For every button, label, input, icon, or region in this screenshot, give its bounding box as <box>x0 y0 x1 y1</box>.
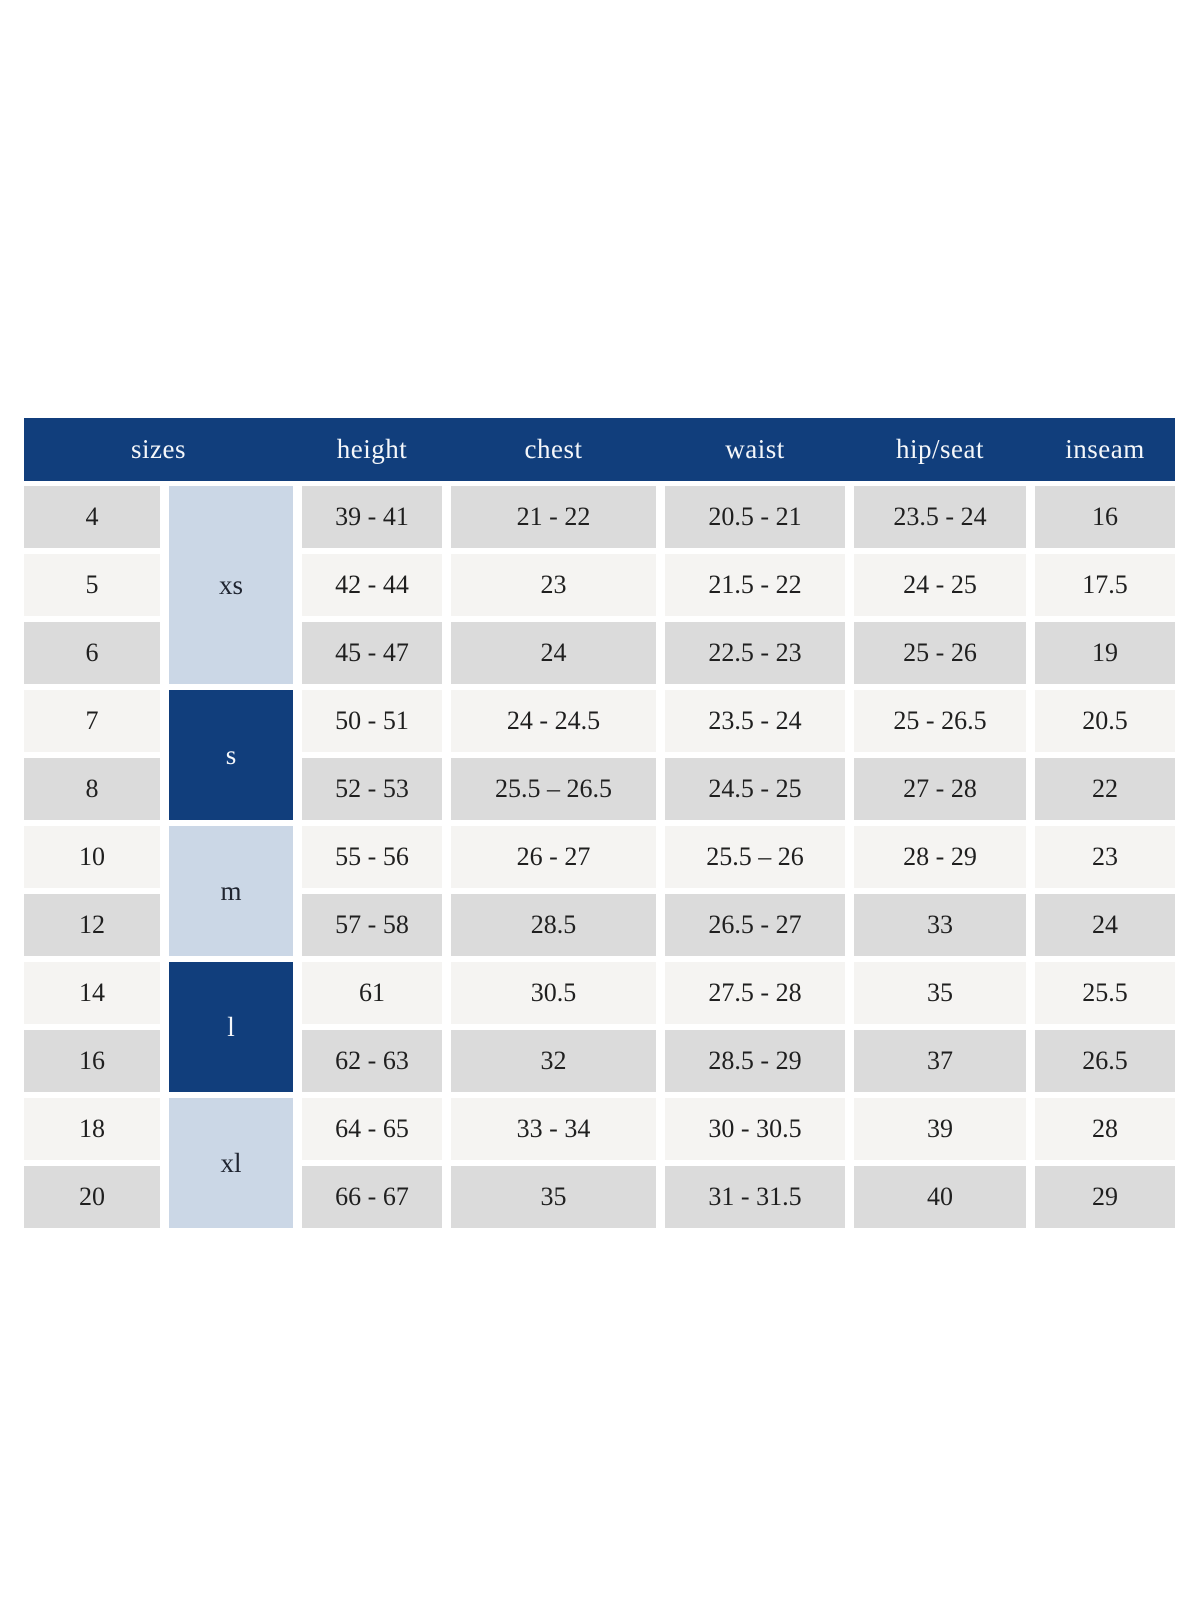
chest-cell: 33 - 34 <box>451 1098 656 1160</box>
hip-seat-cell: 25 - 26.5 <box>854 690 1026 752</box>
waist-cell: 26.5 - 27 <box>665 894 845 956</box>
waist-cell: 31 - 31.5 <box>665 1166 845 1228</box>
chest-cell: 24 <box>451 622 656 684</box>
size-cell: 5 <box>24 554 160 616</box>
chest-cell: 32 <box>451 1030 656 1092</box>
table-body: 4 39 - 41 21 - 22 20.5 - 21 23.5 - 24 16 5 42 -… <box>24 486 1175 1228</box>
chest-cell: 21 - 22 <box>451 486 656 548</box>
size-group-cell-s: s <box>169 690 293 820</box>
size-cell: 14 <box>24 962 160 1024</box>
column-header-sizes: sizes <box>131 434 186 464</box>
size-cell: 10 <box>24 826 160 888</box>
waist-cell: 24.5 - 25 <box>665 758 845 820</box>
hip-seat-cell: 37 <box>854 1030 1026 1092</box>
inseam-cell: 19 <box>1035 622 1175 684</box>
inseam-cell: 20.5 <box>1035 690 1175 752</box>
inseam-cell: 22 <box>1035 758 1175 820</box>
chest-cell: 35 <box>451 1166 656 1228</box>
size-cell: 6 <box>24 622 160 684</box>
table-header-row: sizes height chest waist hip/seat inseam <box>24 418 1175 481</box>
height-cell: 61 <box>302 962 442 1024</box>
size-group-cell-m: m <box>169 826 293 956</box>
hip-seat-cell: 25 - 26 <box>854 622 1026 684</box>
size-group-cell-xl: xl <box>169 1098 293 1228</box>
size-cell: 7 <box>24 690 160 752</box>
waist-cell: 23.5 - 24 <box>665 690 845 752</box>
waist-cell: 28.5 - 29 <box>665 1030 845 1092</box>
chest-cell: 28.5 <box>451 894 656 956</box>
inseam-cell: 24 <box>1035 894 1175 956</box>
column-header-height: height <box>336 434 408 464</box>
height-cell: 52 - 53 <box>302 758 442 820</box>
inseam-cell: 25.5 <box>1035 962 1175 1024</box>
hip-seat-cell: 35 <box>854 962 1026 1024</box>
chest-cell: 23 <box>451 554 656 616</box>
inseam-cell: 29 <box>1035 1166 1175 1228</box>
hip-seat-cell: 23.5 - 24 <box>854 486 1026 548</box>
hip-seat-cell: 40 <box>854 1166 1026 1228</box>
height-cell: 55 - 56 <box>302 826 442 888</box>
hip-seat-cell: 27 - 28 <box>854 758 1026 820</box>
chest-cell: 26 - 27 <box>451 826 656 888</box>
size-cell: 16 <box>24 1030 160 1092</box>
chest-cell: 30.5 <box>451 962 656 1024</box>
height-cell: 64 - 65 <box>302 1098 442 1160</box>
chest-cell: 24 - 24.5 <box>451 690 656 752</box>
size-cell: 8 <box>24 758 160 820</box>
chest-cell: 25.5 – 26.5 <box>451 758 656 820</box>
waist-cell: 20.5 - 21 <box>665 486 845 548</box>
column-header-waist: waist <box>725 434 785 464</box>
size-cell: 18 <box>24 1098 160 1160</box>
height-cell: 50 - 51 <box>302 690 442 752</box>
column-header-chest: chest <box>524 434 583 464</box>
column-header-hip-seat: hip/seat <box>896 434 984 464</box>
hip-seat-cell: 24 - 25 <box>854 554 1026 616</box>
size-group-cell-l: l <box>169 962 293 1092</box>
inseam-cell: 17.5 <box>1035 554 1175 616</box>
waist-cell: 30 - 30.5 <box>665 1098 845 1160</box>
size-chart-table: sizes height chest waist hip/seat inseam… <box>24 418 1175 1228</box>
hip-seat-cell: 39 <box>854 1098 1026 1160</box>
height-cell: 57 - 58 <box>302 894 442 956</box>
waist-cell: 21.5 - 22 <box>665 554 845 616</box>
size-cell: 12 <box>24 894 160 956</box>
waist-cell: 25.5 – 26 <box>665 826 845 888</box>
waist-cell: 27.5 - 28 <box>665 962 845 1024</box>
height-cell: 42 - 44 <box>302 554 442 616</box>
hip-seat-cell: 28 - 29 <box>854 826 1026 888</box>
size-cell: 4 <box>24 486 160 548</box>
inseam-cell: 28 <box>1035 1098 1175 1160</box>
height-cell: 39 - 41 <box>302 486 442 548</box>
hip-seat-cell: 33 <box>854 894 1026 956</box>
waist-cell: 22.5 - 23 <box>665 622 845 684</box>
inseam-cell: 26.5 <box>1035 1030 1175 1092</box>
height-cell: 66 - 67 <box>302 1166 442 1228</box>
height-cell: 45 - 47 <box>302 622 442 684</box>
size-group-cell-xs: xs <box>169 486 293 684</box>
inseam-cell: 16 <box>1035 486 1175 548</box>
height-cell: 62 - 63 <box>302 1030 442 1092</box>
inseam-cell: 23 <box>1035 826 1175 888</box>
size-cell: 20 <box>24 1166 160 1228</box>
column-header-inseam: inseam <box>1065 434 1145 464</box>
